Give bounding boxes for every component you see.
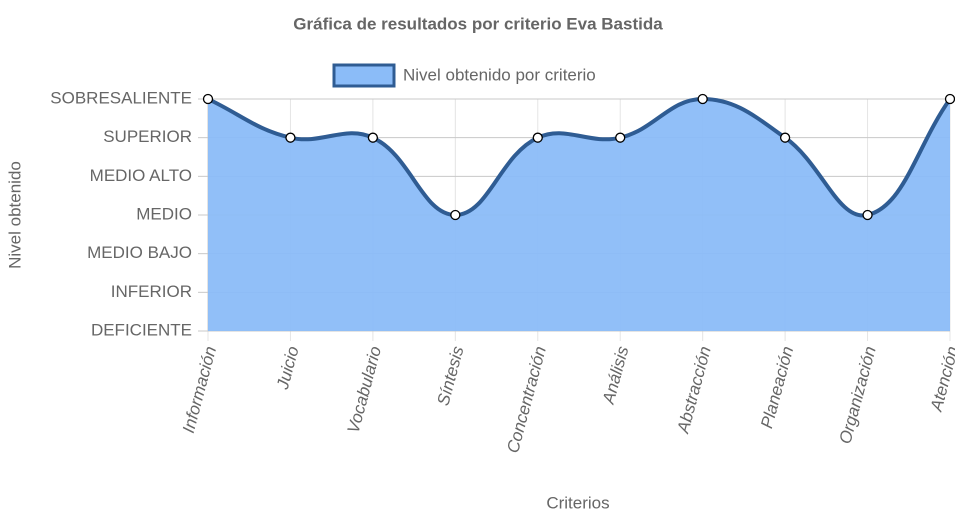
y-tick-label: SOBRESALIENTE <box>50 88 192 107</box>
y-tick-label: MEDIO <box>136 204 192 223</box>
y-tick-label: DEFICIENTE <box>91 320 192 339</box>
legend-label: Nivel obtenido por criterio <box>403 65 596 84</box>
y-tick-label: MEDIO ALTO <box>90 166 192 185</box>
x-tick-label: Planeación <box>757 344 797 430</box>
x-tick-label: Síntesis <box>434 344 468 408</box>
x-tick-label: Juicio <box>273 344 303 392</box>
point <box>450 209 461 221</box>
point <box>285 132 296 143</box>
x-tick-label: Organización <box>835 344 879 446</box>
x-tick-label: Información <box>179 344 220 435</box>
x-tick-label: Atención <box>926 344 955 414</box>
x-tick-label: Vocabulario <box>344 344 385 435</box>
chart-title: Gráfica de resultados por criterio Eva B… <box>293 14 663 33</box>
x-axis-title: Criterios <box>546 493 609 512</box>
x-tick-label: Análisis <box>599 344 633 407</box>
y-axis-title: Nivel obtenido <box>5 161 24 269</box>
point <box>944 93 955 105</box>
point <box>367 132 379 143</box>
line <box>207 96 952 218</box>
x-tick-label: Concentración <box>503 344 550 455</box>
point <box>615 132 626 143</box>
point <box>202 93 214 105</box>
point <box>697 93 708 105</box>
y-tick-label: SUPERIOR <box>103 127 192 146</box>
point <box>779 132 791 143</box>
point <box>862 209 873 221</box>
legend-swatch <box>332 63 396 88</box>
x-tick-label: Abstracción <box>673 344 715 436</box>
area <box>208 99 950 331</box>
point <box>532 132 543 143</box>
y-tick-label: INFERIOR <box>111 282 192 301</box>
y-tick-label: MEDIO BAJO <box>87 243 192 262</box>
